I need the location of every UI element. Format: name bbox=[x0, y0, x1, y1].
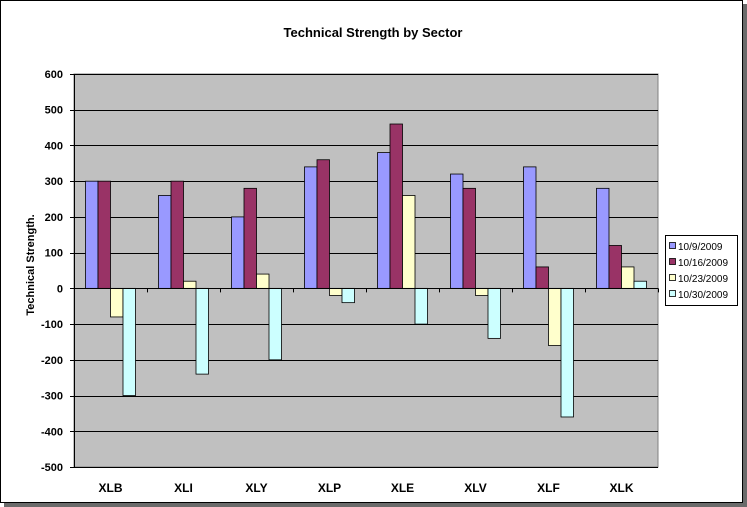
y-tick-label: 300 bbox=[45, 176, 63, 188]
legend-label-series-3: 10/23/2009 bbox=[678, 274, 728, 285]
y-tick-label: 200 bbox=[45, 212, 63, 224]
bar-xlb-series-2 bbox=[97, 180, 111, 289]
x-tick-label-xly: XLY bbox=[245, 481, 267, 495]
bar-xlp-series-2 bbox=[316, 159, 330, 289]
x-tick-label-xlp: XLP bbox=[318, 481, 341, 495]
y-axis-label: Technical Strength. bbox=[25, 214, 37, 315]
bar-xlk-series-2 bbox=[608, 245, 622, 289]
bar-xli-series-1 bbox=[158, 195, 172, 289]
bar-xly-series-2 bbox=[243, 187, 257, 289]
bar-xlk-series-3 bbox=[621, 266, 635, 289]
bar-xlf-series-3 bbox=[548, 287, 562, 346]
bar-xlf-series-4 bbox=[560, 287, 574, 418]
legend-label-series-4: 10/30/2009 bbox=[678, 290, 728, 301]
bar-xlv-series-4 bbox=[487, 287, 501, 339]
bar-xly-series-1 bbox=[231, 216, 245, 289]
legend-swatch-series-4 bbox=[669, 290, 676, 297]
y-tick-label: -200 bbox=[41, 355, 63, 367]
bar-xlb-series-4 bbox=[122, 287, 136, 396]
bar-xlk-series-4 bbox=[633, 280, 647, 289]
bar-xlv-series-1 bbox=[450, 173, 464, 289]
bar-xlb-series-3 bbox=[110, 287, 124, 318]
y-tick-label: -300 bbox=[41, 391, 63, 403]
bar-xlb-series-1 bbox=[85, 180, 99, 289]
legend-label-series-2: 10/16/2009 bbox=[678, 258, 728, 269]
bar-xly-series-3 bbox=[256, 273, 270, 289]
bar-xle-series-1 bbox=[377, 152, 391, 289]
legend-swatch-series-1 bbox=[669, 242, 676, 249]
y-tick-label: 100 bbox=[45, 248, 63, 260]
legend-box bbox=[665, 235, 738, 306]
bar-xly-series-4 bbox=[268, 287, 282, 361]
y-tick-label: -500 bbox=[41, 462, 63, 474]
bar-xle-series-2 bbox=[389, 123, 403, 289]
bar-xle-series-4 bbox=[414, 287, 428, 325]
legend-label-series-1: 10/9/2009 bbox=[678, 242, 723, 253]
bar-xlv-series-3 bbox=[475, 287, 489, 296]
chart-title: Technical Strength by Sector bbox=[284, 25, 463, 40]
x-tick-labels: XLB XLI XLY XLP XLE XLV XLF XLK bbox=[99, 481, 634, 495]
bar-xlk-series-1 bbox=[596, 187, 610, 289]
bar-xlp-series-3 bbox=[329, 287, 343, 296]
bar-xli-series-4 bbox=[195, 287, 209, 375]
y-tick-label: -400 bbox=[41, 426, 63, 438]
bar-xlv-series-2 bbox=[462, 187, 476, 289]
bar-xlf-series-1 bbox=[523, 166, 537, 289]
x-tick-label-xle: XLE bbox=[391, 481, 414, 495]
legend-swatch-series-3 bbox=[669, 274, 676, 281]
x-tick-label-xlk: XLK bbox=[610, 481, 634, 495]
bar-xlf-series-2 bbox=[535, 266, 549, 289]
y-tick-label: 0 bbox=[57, 283, 63, 295]
y-tick-label: 500 bbox=[45, 105, 63, 117]
x-tick-label-xlf: XLF bbox=[537, 481, 560, 495]
legend: 10/9/2009 10/16/2009 10/23/2009 10/30/2009 bbox=[665, 235, 738, 306]
y-tick-labels: 600 500 400 300 200 100 0 -100 -200 -300 -400 -500 bbox=[41, 69, 63, 474]
bar-xle-series-3 bbox=[402, 195, 416, 289]
axes bbox=[70, 74, 659, 468]
bar-xlp-series-1 bbox=[304, 166, 318, 289]
y-tick-label: 600 bbox=[45, 69, 63, 81]
bars bbox=[85, 123, 647, 418]
bar-xlp-series-4 bbox=[341, 287, 355, 304]
y-tick-label: -100 bbox=[41, 319, 63, 331]
x-tick-label-xlb: XLB bbox=[99, 481, 123, 495]
x-tick-label-xlv: XLV bbox=[464, 481, 486, 495]
bar-xli-series-3 bbox=[183, 280, 197, 289]
y-tick-label: 400 bbox=[45, 140, 63, 152]
bar-xli-series-2 bbox=[170, 180, 184, 289]
legend-swatch-series-2 bbox=[669, 258, 676, 265]
x-tick-label-xli: XLI bbox=[174, 481, 193, 495]
